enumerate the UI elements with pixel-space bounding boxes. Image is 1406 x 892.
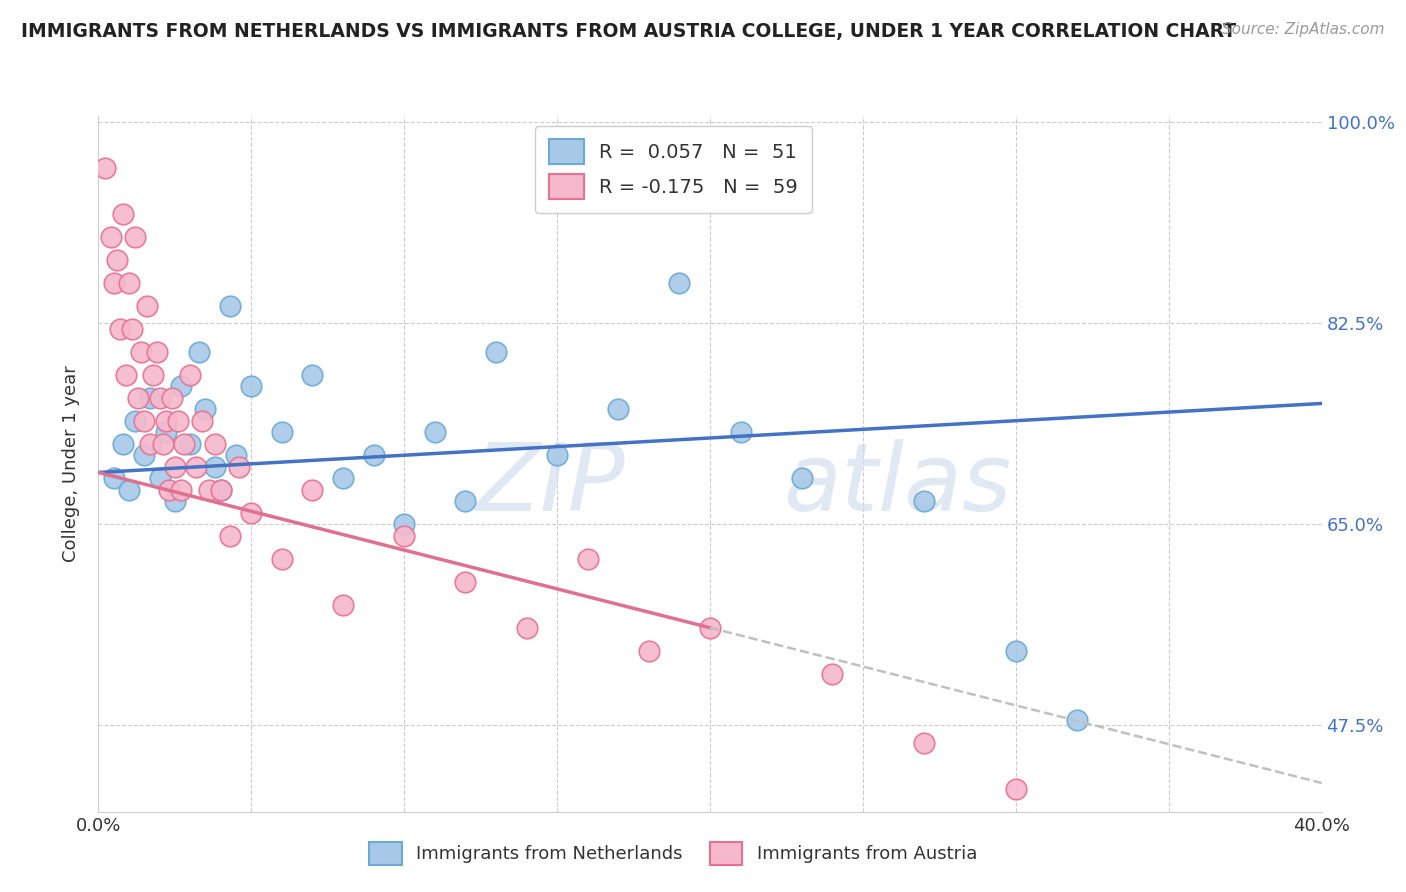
Point xyxy=(118,276,141,290)
Point xyxy=(115,368,138,382)
Point xyxy=(127,391,149,405)
Point xyxy=(111,436,134,450)
Point xyxy=(100,229,122,244)
Point xyxy=(145,344,167,359)
Point xyxy=(454,574,477,589)
Point xyxy=(912,494,935,508)
Point xyxy=(163,459,186,474)
Point xyxy=(912,736,935,750)
Point xyxy=(163,494,186,508)
Text: Source: ZipAtlas.com: Source: ZipAtlas.com xyxy=(1222,22,1385,37)
Point xyxy=(219,529,242,543)
Point xyxy=(179,368,201,382)
Point xyxy=(637,644,661,658)
Point xyxy=(121,322,143,336)
Point xyxy=(228,459,250,474)
Point xyxy=(363,448,385,462)
Point xyxy=(301,368,323,382)
Point xyxy=(730,425,752,440)
Point xyxy=(124,414,146,428)
Point xyxy=(191,414,214,428)
Point xyxy=(392,517,416,532)
Point xyxy=(149,391,172,405)
Point xyxy=(1004,781,1026,796)
Point xyxy=(194,402,217,417)
Point xyxy=(270,425,292,440)
Point xyxy=(103,276,125,290)
Point xyxy=(197,483,219,497)
Point xyxy=(186,459,208,474)
Point xyxy=(204,459,226,474)
Y-axis label: College, Under 1 year: College, Under 1 year xyxy=(62,366,80,562)
Point xyxy=(134,448,156,462)
Point xyxy=(108,322,131,336)
Point xyxy=(423,425,446,440)
Point xyxy=(167,414,190,428)
Point xyxy=(204,436,226,450)
Point xyxy=(139,436,162,450)
Point xyxy=(105,252,128,267)
Point xyxy=(332,598,354,612)
Text: atlas: atlas xyxy=(783,439,1012,530)
Point xyxy=(607,402,630,417)
Point xyxy=(699,621,721,635)
Point xyxy=(136,299,159,313)
Point xyxy=(170,483,193,497)
Point xyxy=(225,448,247,462)
Point xyxy=(179,436,201,450)
Point xyxy=(790,471,813,485)
Point xyxy=(1066,713,1088,727)
Point xyxy=(160,391,183,405)
Point xyxy=(270,551,292,566)
Point xyxy=(301,483,323,497)
Point xyxy=(170,379,193,393)
Text: ZIP: ZIP xyxy=(475,439,624,530)
Point xyxy=(142,368,165,382)
Point xyxy=(111,207,134,221)
Point xyxy=(152,436,174,450)
Point xyxy=(155,425,177,440)
Point xyxy=(1004,644,1026,658)
Point xyxy=(173,436,195,450)
Point xyxy=(129,344,152,359)
Point xyxy=(219,299,242,313)
Point xyxy=(157,483,180,497)
Point xyxy=(149,471,172,485)
Point xyxy=(188,344,211,359)
Point xyxy=(454,494,477,508)
Point xyxy=(209,483,232,497)
Point xyxy=(668,276,690,290)
Point xyxy=(139,391,162,405)
Point xyxy=(485,344,508,359)
Point xyxy=(93,161,115,175)
Point xyxy=(546,448,568,462)
Point xyxy=(155,414,177,428)
Legend: Immigrants from Netherlands, Immigrants from Austria: Immigrants from Netherlands, Immigrants … xyxy=(363,835,984,872)
Point xyxy=(124,229,146,244)
Point xyxy=(118,483,141,497)
Point xyxy=(103,471,125,485)
Point xyxy=(332,471,354,485)
Point xyxy=(516,621,538,635)
Point xyxy=(209,483,232,497)
Text: IMMIGRANTS FROM NETHERLANDS VS IMMIGRANTS FROM AUSTRIA COLLEGE, UNDER 1 YEAR COR: IMMIGRANTS FROM NETHERLANDS VS IMMIGRANT… xyxy=(21,22,1236,41)
Point xyxy=(392,529,416,543)
Point xyxy=(576,551,599,566)
Point xyxy=(240,506,263,520)
Point xyxy=(821,666,844,681)
Point xyxy=(134,414,156,428)
Point xyxy=(240,379,263,393)
